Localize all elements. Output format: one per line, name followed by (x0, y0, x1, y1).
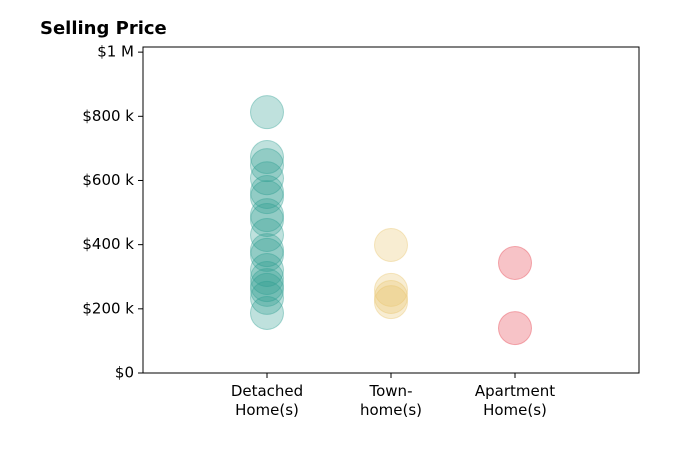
point (250, 233, 284, 268)
point (250, 148, 284, 183)
point (374, 227, 408, 262)
point (250, 175, 284, 210)
point (250, 253, 284, 288)
point (374, 272, 408, 307)
point (250, 198, 284, 233)
point (250, 180, 284, 215)
x-tick-label: Apartment Home(s) (474, 382, 556, 419)
point (250, 202, 284, 237)
point (250, 268, 284, 303)
point (498, 311, 532, 346)
y-tick-label: $600 k (82, 171, 134, 189)
point (250, 237, 284, 272)
point (374, 285, 408, 320)
chart-title: Selling Price (40, 18, 167, 39)
point (250, 272, 284, 307)
point (374, 279, 408, 314)
y-tick-label: $400 k (82, 235, 134, 253)
point (250, 218, 284, 253)
point (498, 245, 532, 280)
x-tick-label: Detached Home(s) (230, 382, 304, 419)
point (250, 261, 284, 296)
y-tick-label: $800 k (82, 107, 134, 125)
plot-frame (142, 46, 640, 374)
y-tick-label: $200 k (82, 299, 134, 317)
y-tick-label: $0 (115, 364, 134, 382)
point (250, 280, 284, 315)
point (250, 95, 284, 130)
x-tick-label: Town- home(s) (359, 382, 423, 419)
point (250, 295, 284, 330)
point (250, 140, 284, 175)
y-tick-label: $1 M (97, 43, 134, 61)
point (250, 161, 284, 196)
